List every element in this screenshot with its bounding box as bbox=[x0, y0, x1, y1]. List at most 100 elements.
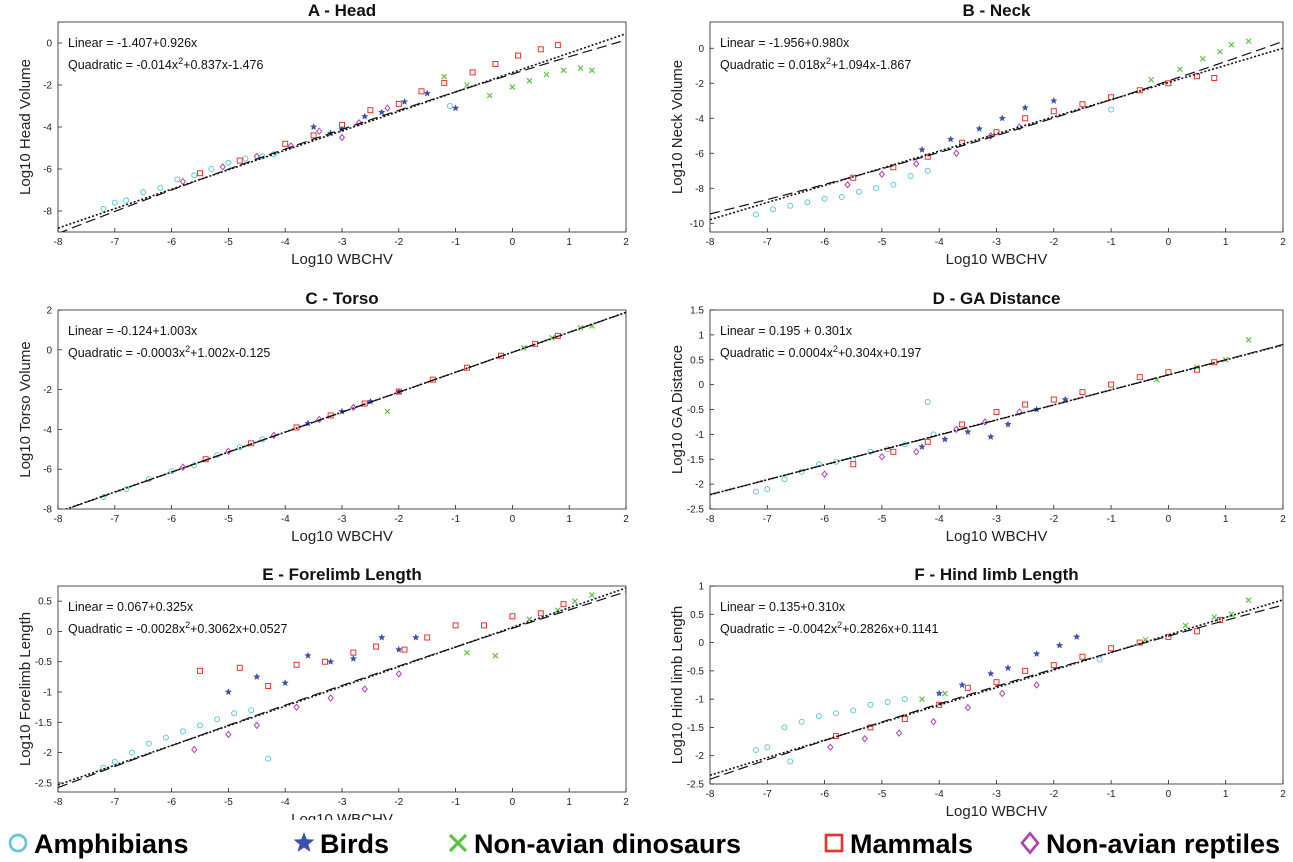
data-point bbox=[890, 181, 897, 188]
plot-area bbox=[57, 585, 627, 793]
legend-label: Amphibians bbox=[34, 829, 189, 859]
panel-d: D - GA Distance -8 -7 -6 -5 -4 -3 -2 -1 0 1 2 -2.5 -2… bbox=[669, 289, 1286, 545]
x-tick-label: -3 bbox=[338, 797, 347, 808]
data-point bbox=[770, 206, 777, 213]
series-birds bbox=[224, 633, 420, 696]
chart-title: C - Torso bbox=[305, 289, 378, 308]
y-axis-label: Log10 GA Distance bbox=[669, 345, 686, 474]
y-tick-label: 1 bbox=[698, 330, 704, 341]
data-point bbox=[1165, 633, 1172, 640]
data-point bbox=[935, 689, 943, 697]
data-point bbox=[953, 425, 960, 434]
linear-equation: Linear = 0.067+0.325x bbox=[68, 600, 194, 614]
data-point bbox=[959, 421, 966, 428]
x-tick-label: 1 bbox=[566, 797, 572, 808]
x-tick-label: -3 bbox=[338, 237, 347, 248]
data-point bbox=[464, 649, 470, 656]
data-point bbox=[953, 149, 960, 158]
legend-label: Birds bbox=[320, 829, 389, 859]
panel-b: B - Neck-8 -7 -6 -5 -4 -3 -2 -1 0 1 2-10-8-6-4-20L… bbox=[669, 1, 1286, 268]
data-point bbox=[975, 124, 984, 132]
x-tick-label: 2 bbox=[1280, 789, 1286, 800]
x-tick-label: -2 bbox=[394, 797, 403, 808]
x-tick-label: -3 bbox=[992, 789, 1001, 800]
data-point bbox=[1055, 641, 1064, 649]
data-point bbox=[884, 698, 891, 705]
linear-equation: Linear = -1.956+0.980x bbox=[720, 36, 850, 50]
data-point bbox=[873, 185, 880, 192]
y-tick-label: -4 bbox=[43, 123, 52, 134]
quadratic-fit-line bbox=[58, 591, 626, 789]
data-point bbox=[752, 211, 759, 218]
data-point bbox=[242, 155, 249, 162]
x-tick-label: -6 bbox=[167, 797, 176, 808]
y-tick-label: 0 bbox=[46, 345, 52, 356]
data-point bbox=[197, 170, 203, 177]
series-birds bbox=[935, 632, 1081, 697]
legend-item-amphibians: Amphibians bbox=[8, 829, 189, 859]
data-point bbox=[907, 173, 914, 179]
data-point bbox=[913, 448, 920, 456]
data-point bbox=[861, 734, 868, 743]
data-point bbox=[350, 649, 357, 656]
panel-f: F - Hind limb Length -8 -7 -6 -5 -4 -3 -2 -1 0 1 2 -… bbox=[669, 565, 1286, 820]
data-point bbox=[1079, 653, 1086, 660]
x-tick-label: -8 bbox=[706, 237, 715, 248]
legend-item-non-avian-dinosaurs: Non-avian dinosaurs bbox=[448, 829, 741, 859]
data-point bbox=[577, 65, 584, 72]
y-tick-label: -6 bbox=[695, 149, 704, 160]
data-point bbox=[537, 46, 544, 53]
data-point bbox=[486, 92, 493, 99]
panel-a: A - Head -8 -7 -6 -5 -4 -3 -2 -1 0 1 2 -8 -6 -4 -2 0 Log1… bbox=[17, 1, 629, 268]
x-tick-label: -8 bbox=[706, 789, 715, 800]
data-point bbox=[361, 685, 368, 693]
panel-e: E - Forelimb Length -8 -7 -6 -5 -4 -3 -2 -1 0 1 2 -2… bbox=[17, 565, 629, 820]
data-point bbox=[890, 164, 897, 171]
data-point bbox=[248, 440, 255, 447]
data-point bbox=[1072, 632, 1081, 641]
data-point bbox=[270, 431, 277, 440]
data-point bbox=[821, 470, 828, 478]
data-point bbox=[441, 73, 448, 80]
y-tick-label: -0.5 bbox=[35, 657, 53, 668]
quadratic-fit-line bbox=[65, 311, 626, 509]
x-tick-label: -5 bbox=[224, 514, 233, 525]
data-point bbox=[901, 696, 908, 703]
data-point bbox=[833, 710, 840, 717]
plot-content bbox=[58, 587, 626, 789]
data-point bbox=[838, 194, 845, 200]
x-tick-label: -6 bbox=[167, 237, 176, 248]
y-tick-label: -1.5 bbox=[687, 723, 705, 734]
data-point bbox=[554, 607, 561, 614]
data-point bbox=[958, 681, 966, 689]
x-tick-label: 1 bbox=[566, 237, 572, 248]
data-point bbox=[1199, 55, 1206, 62]
data-point bbox=[1108, 106, 1115, 113]
data-point bbox=[1022, 667, 1029, 674]
y-tick-label: -4 bbox=[43, 425, 52, 436]
x-tick-label: -5 bbox=[224, 797, 233, 808]
x-tick-label: -4 bbox=[935, 789, 944, 800]
chart-grid: A - Head-8 -7 -6 -5 -4 -3 -2 -1 0 1 2-8-6-4-20Log1… bbox=[17, 1, 1286, 820]
chart-title: F - Hind limb Length bbox=[914, 565, 1078, 584]
data-point bbox=[367, 107, 374, 114]
x-tick-label: -7 bbox=[763, 237, 772, 248]
x-tick-label: -4 bbox=[281, 797, 290, 808]
data-point bbox=[1061, 395, 1070, 403]
y-tick-label: 1 bbox=[698, 582, 704, 593]
x-tick-label: 0 bbox=[510, 797, 516, 808]
data-point bbox=[764, 744, 771, 751]
series-amphibians bbox=[100, 103, 453, 212]
data-point bbox=[998, 114, 1006, 122]
y-tick-label: 0 bbox=[46, 627, 52, 638]
x-tick-label: -7 bbox=[110, 514, 119, 525]
x-tick-label: -7 bbox=[110, 237, 119, 248]
legend: Amphibians Birds Non-avian dinosaurs Mammal… bbox=[8, 829, 1280, 859]
y-tick-label: -2.5 bbox=[687, 780, 705, 791]
data-point bbox=[338, 133, 346, 142]
star-icon bbox=[293, 831, 315, 852]
data-point bbox=[1245, 38, 1252, 45]
plot-area bbox=[709, 21, 1284, 233]
x-tick-label: -5 bbox=[877, 237, 886, 248]
data-point bbox=[509, 84, 516, 91]
